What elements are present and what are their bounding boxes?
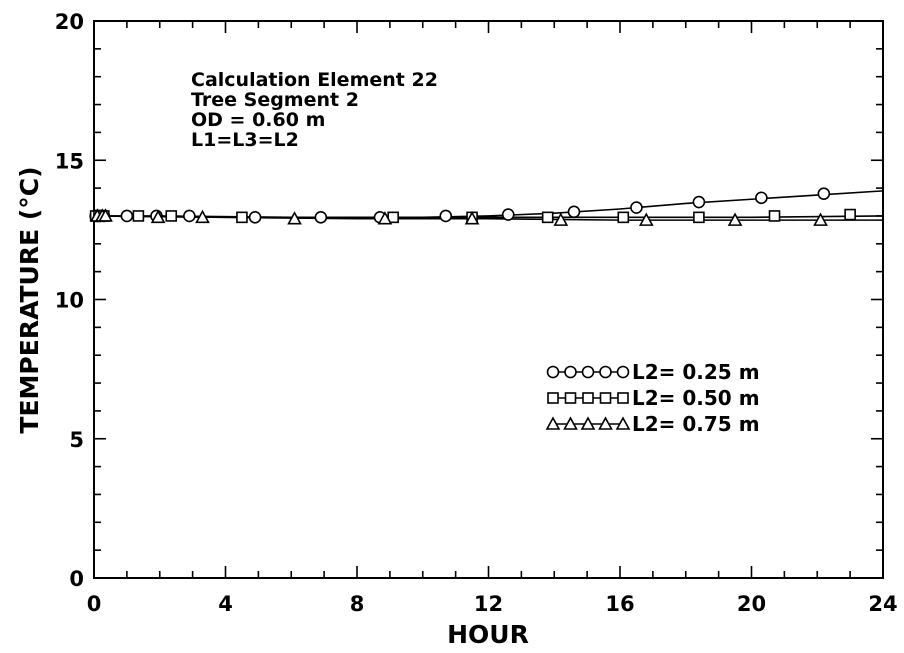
data-point-square <box>844 208 856 221</box>
data-point-circle <box>630 201 643 214</box>
data-point-triangle <box>195 209 210 224</box>
data-point-square <box>165 210 178 222</box>
y-tick-label: 0 <box>69 567 84 591</box>
x-tick-label: 8 <box>350 592 365 616</box>
tick-labels: 0 4 8 12 16 20 24 0 5 10 15 20 <box>55 10 898 616</box>
data-point-circle <box>567 205 581 219</box>
x-tick-label: 4 <box>218 592 233 616</box>
legend-marker-square <box>599 392 612 404</box>
x-tick-label: 24 <box>868 592 897 616</box>
legend: L2= 0.25 mL2= 0.50 mL2= 0.75 m <box>545 360 760 436</box>
legend-marker-square <box>547 392 559 404</box>
data-point-triangle <box>727 212 743 226</box>
data-point-square <box>768 210 781 222</box>
data-point-circle <box>692 195 706 209</box>
data-point-circle <box>817 187 831 200</box>
legend-marker-circle <box>616 365 630 379</box>
data-point-square <box>693 211 705 224</box>
data-point-circle <box>314 211 328 224</box>
x-tick-label: 16 <box>605 592 634 616</box>
legend-label: L2= 0.75 m <box>632 412 760 436</box>
data-point-triangle <box>638 212 654 226</box>
y-tick-label: 5 <box>69 428 84 452</box>
annotation-line: Tree Segment 2 <box>191 89 359 111</box>
annotation-line: OD = 0.60 m <box>191 109 325 131</box>
legend-marker-triangle <box>580 416 596 430</box>
data-point-circle <box>439 209 453 223</box>
legend-marker-circle <box>581 365 595 379</box>
data-point-triangle <box>98 208 113 222</box>
x-tick-label: 20 <box>737 592 766 616</box>
data-point-triangle <box>377 211 393 225</box>
data-point-triangle <box>464 211 480 225</box>
data-point-square <box>541 211 554 224</box>
x-tick-label: 12 <box>474 592 503 616</box>
legend-marker-square <box>617 392 629 404</box>
annotation-line: Calculation Element 22 <box>191 69 438 91</box>
legend-label: L2= 0.25 m <box>632 360 760 384</box>
legend-marker-square <box>564 392 577 404</box>
legend-label: L2= 0.50 m <box>632 386 760 410</box>
legend-marker-triangle <box>598 416 613 430</box>
x-axis-title: HOUR <box>447 620 529 649</box>
data-point-circle <box>183 209 196 223</box>
axis-ticks <box>93 20 884 579</box>
data-point-square <box>617 211 630 224</box>
y-axis-title: TEMPERATURE (°C) <box>15 166 44 433</box>
y-tick-label: 10 <box>55 289 84 313</box>
y-tick-label: 20 <box>55 10 84 34</box>
data-point-square <box>132 210 145 222</box>
legend-marker-triangle <box>545 416 561 430</box>
data-point-circle <box>120 209 134 223</box>
legend-marker-triangle <box>615 416 631 430</box>
x-tick-label: 0 <box>87 592 102 616</box>
data-point-square <box>236 211 248 224</box>
series-line-triangle <box>94 215 883 221</box>
series-markers <box>89 187 856 226</box>
legend-marker-circle <box>546 365 560 379</box>
data-point-circle <box>501 208 515 221</box>
legend-marker-circle <box>564 365 577 379</box>
data-point-circle <box>755 191 768 205</box>
annotation-line: L1=L3=L2 <box>191 129 299 151</box>
data-point-triangle <box>287 211 302 225</box>
legend-marker-square <box>582 392 594 404</box>
legend-marker-triangle <box>563 416 578 430</box>
data-point-circle <box>248 211 262 224</box>
legend-marker-circle <box>599 365 612 379</box>
data-point-triangle <box>813 212 828 226</box>
y-tick-label: 15 <box>55 149 84 173</box>
data-point-triangle <box>553 212 569 226</box>
data-point-triangle <box>150 209 166 224</box>
